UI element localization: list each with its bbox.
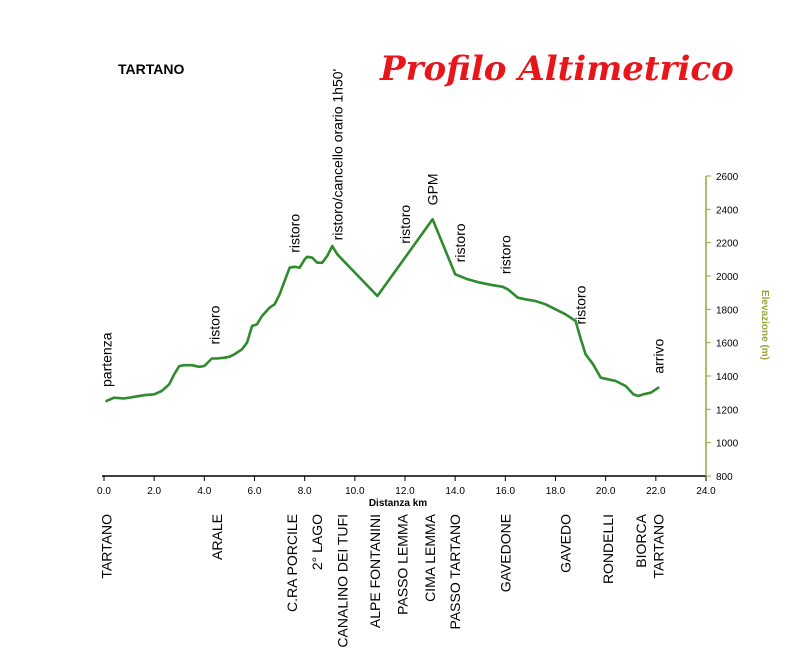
x-tick-label: 22.0 [646,486,666,497]
y-tick-label: 1000 [716,439,739,450]
annotation-label: GPM [425,173,441,205]
place-label: ALPE FONTANINI [367,514,383,628]
place-label: CIMA LEMMA [422,513,438,602]
annotation-label: ristoro [397,205,413,244]
axes: 0.0 2.0 4.0 6.0 8.0 10.0 12.0 14.0 16.0 18.0 20.0 2… [97,172,739,497]
place-label: TARTANO [99,514,115,579]
place-label: 2° LAGO [309,514,325,570]
annotation-label: partenza [99,332,115,387]
y-tick-label: 2200 [716,239,739,250]
place-label: CANALINO DEI TUFI [334,514,350,648]
x-tick-label: 18.0 [546,486,566,497]
y-tick-label: 2000 [716,272,739,283]
x-axis-label: Distanza km [369,498,427,509]
y-tick-label: 1400 [716,372,739,383]
place-label: PASSO TARTANO [447,514,463,630]
x-tick-label: 14.0 [445,486,465,497]
y-tick-label: 2400 [716,205,739,216]
x-tick-label: 0.0 [97,486,111,497]
y-tick-label: 1600 [716,339,739,350]
place-label: RONDELLI [600,514,616,584]
y-tick-label: 1200 [716,405,739,416]
y-tick-label: 2600 [716,172,739,183]
annotation-label: arrivo [650,338,666,373]
annotation-label: ristoro [573,285,589,324]
x-tick-label: 10.0 [345,486,365,497]
annotation-group: partenza ristoro ristoro ristoro/cancello o… [99,69,667,387]
annotation-label: ristoro [497,235,513,274]
series-group [105,218,660,403]
annotation-label: ristoro [206,305,222,344]
place-label: PASSO LEMMA [395,513,411,615]
x-tick-label: 4.0 [197,486,211,497]
place-label: TARTANO [650,514,666,579]
y-tick-label: 1800 [716,305,739,316]
x-tick-label: 2.0 [147,486,161,497]
x-tick-label: 12.0 [395,486,415,497]
annotation-label: ristoro [287,214,303,253]
place-label: BIORCA [633,513,649,567]
chart-title: Profilo Altimetrico [379,49,734,89]
y-axis-label: Elevazione (m) [759,290,770,360]
place-label-group: TARTANO ARALE C.RA PORCILE 2° LAGO CANALINO … [99,513,667,647]
x-tick-label: 24.0 [696,486,716,497]
x-tick-label: 16.0 [496,486,516,497]
annotation-label: ristoro [452,223,468,262]
annotation-label: ristoro/cancello orario 1h50' [329,69,345,241]
race-name: TARTANO [118,61,184,77]
y-tick-label: 800 [716,472,733,483]
place-label: GAVEDO [558,514,574,573]
elevation-line [105,218,660,403]
x-tick-label: 8.0 [298,486,312,497]
x-tick-label: 6.0 [248,486,262,497]
place-label: C.RA PORCILE [284,514,300,612]
x-tick-label: 20.0 [596,486,616,497]
place-label: ARALE [209,514,225,560]
place-label: GAVEDONE [497,514,513,592]
